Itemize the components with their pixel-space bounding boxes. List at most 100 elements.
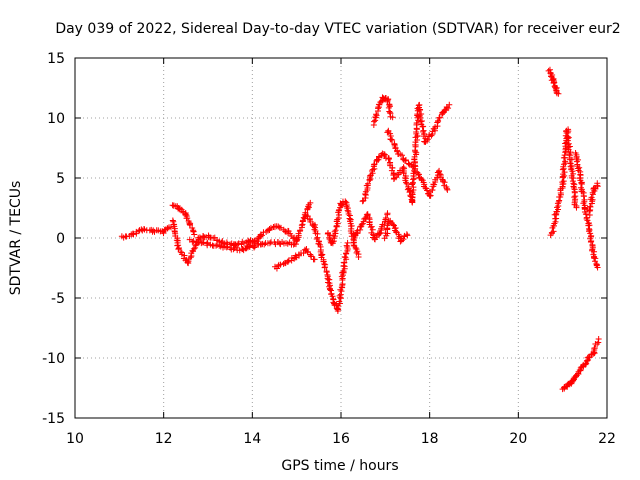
data-point xyxy=(327,286,334,293)
data-point xyxy=(344,239,351,246)
data-point xyxy=(140,225,147,232)
data-point xyxy=(376,230,383,237)
data-point xyxy=(565,134,572,141)
data-point xyxy=(204,242,211,249)
data-point xyxy=(372,113,379,120)
data-point xyxy=(393,174,400,181)
data-point xyxy=(579,188,586,195)
data-point xyxy=(423,137,430,144)
data-point xyxy=(373,111,380,118)
data-point xyxy=(588,194,595,201)
data-point xyxy=(554,200,561,207)
data-point xyxy=(336,292,343,299)
data-point xyxy=(223,244,230,251)
data-point xyxy=(200,233,207,240)
data-point xyxy=(397,238,404,245)
data-point xyxy=(184,259,191,266)
data-point xyxy=(412,147,419,154)
data-point xyxy=(385,156,392,163)
data-point xyxy=(573,204,580,211)
data-point xyxy=(295,230,302,237)
data-point xyxy=(321,264,328,271)
data-point xyxy=(310,223,317,230)
data-point xyxy=(371,118,378,125)
data-point xyxy=(553,204,560,211)
data-point xyxy=(218,239,225,246)
data-point xyxy=(330,299,337,306)
data-point xyxy=(401,157,408,164)
data-point xyxy=(167,224,174,231)
data-point xyxy=(251,244,258,251)
data-point xyxy=(221,240,228,247)
data-point xyxy=(314,234,321,241)
data-point xyxy=(400,236,407,243)
data-point xyxy=(332,227,339,234)
data-point xyxy=(560,161,567,168)
data-point xyxy=(360,218,367,225)
data-point xyxy=(582,211,589,218)
data-point xyxy=(594,264,601,271)
data-point xyxy=(346,215,353,222)
data-point xyxy=(594,180,601,187)
data-point xyxy=(284,258,291,265)
data-point xyxy=(190,245,197,252)
data-point xyxy=(385,96,392,103)
data-point xyxy=(344,207,351,214)
data-point xyxy=(187,254,194,261)
data-point xyxy=(133,228,140,235)
data-point xyxy=(559,179,566,186)
data-point xyxy=(266,226,273,233)
data-point xyxy=(591,255,598,262)
chart-title: Day 039 of 2022, Sidereal Day-to-day VTE… xyxy=(55,21,620,37)
data-point xyxy=(568,156,575,163)
data-point xyxy=(341,259,348,266)
data-point xyxy=(418,176,425,183)
data-point xyxy=(382,214,389,221)
y-axis-label: SDTVAR / TECUs xyxy=(8,181,24,296)
data-point xyxy=(436,171,443,178)
grid xyxy=(75,58,607,418)
data-point xyxy=(586,203,593,210)
y-tick-label: 0 xyxy=(56,231,65,247)
data-point xyxy=(436,114,443,121)
data-point xyxy=(404,232,411,239)
data-point xyxy=(402,179,409,186)
data-point xyxy=(277,261,284,268)
data-point xyxy=(357,223,364,230)
data-point xyxy=(369,166,376,173)
data-point xyxy=(576,164,583,171)
data-point xyxy=(298,222,305,229)
data-point xyxy=(444,186,451,193)
data-point xyxy=(403,231,410,238)
y-tick-label: 10 xyxy=(47,111,65,127)
data-point xyxy=(371,161,378,168)
data-point xyxy=(580,193,587,200)
data-point xyxy=(339,269,346,276)
data-point xyxy=(320,258,327,265)
data-point xyxy=(403,180,410,187)
data-point xyxy=(230,246,237,253)
data-point xyxy=(570,184,577,191)
data-point xyxy=(239,245,246,252)
data-point xyxy=(176,244,183,251)
data-point xyxy=(290,235,297,242)
data-point xyxy=(578,181,585,188)
data-point xyxy=(368,223,375,230)
data-point xyxy=(417,114,424,121)
data-point xyxy=(560,154,567,161)
data-point xyxy=(553,90,560,97)
data-point xyxy=(160,230,167,237)
data-point xyxy=(551,79,558,86)
data-point xyxy=(311,226,318,233)
data-point xyxy=(123,233,130,240)
data-point xyxy=(364,180,371,187)
x-tick-label: 12 xyxy=(155,431,173,447)
data-point xyxy=(181,252,188,259)
data-point xyxy=(561,152,568,159)
data-point xyxy=(190,228,197,235)
data-point xyxy=(560,178,567,185)
data-point xyxy=(566,151,573,158)
data-point xyxy=(190,238,197,245)
data-points xyxy=(118,66,602,393)
data-point xyxy=(355,254,362,261)
